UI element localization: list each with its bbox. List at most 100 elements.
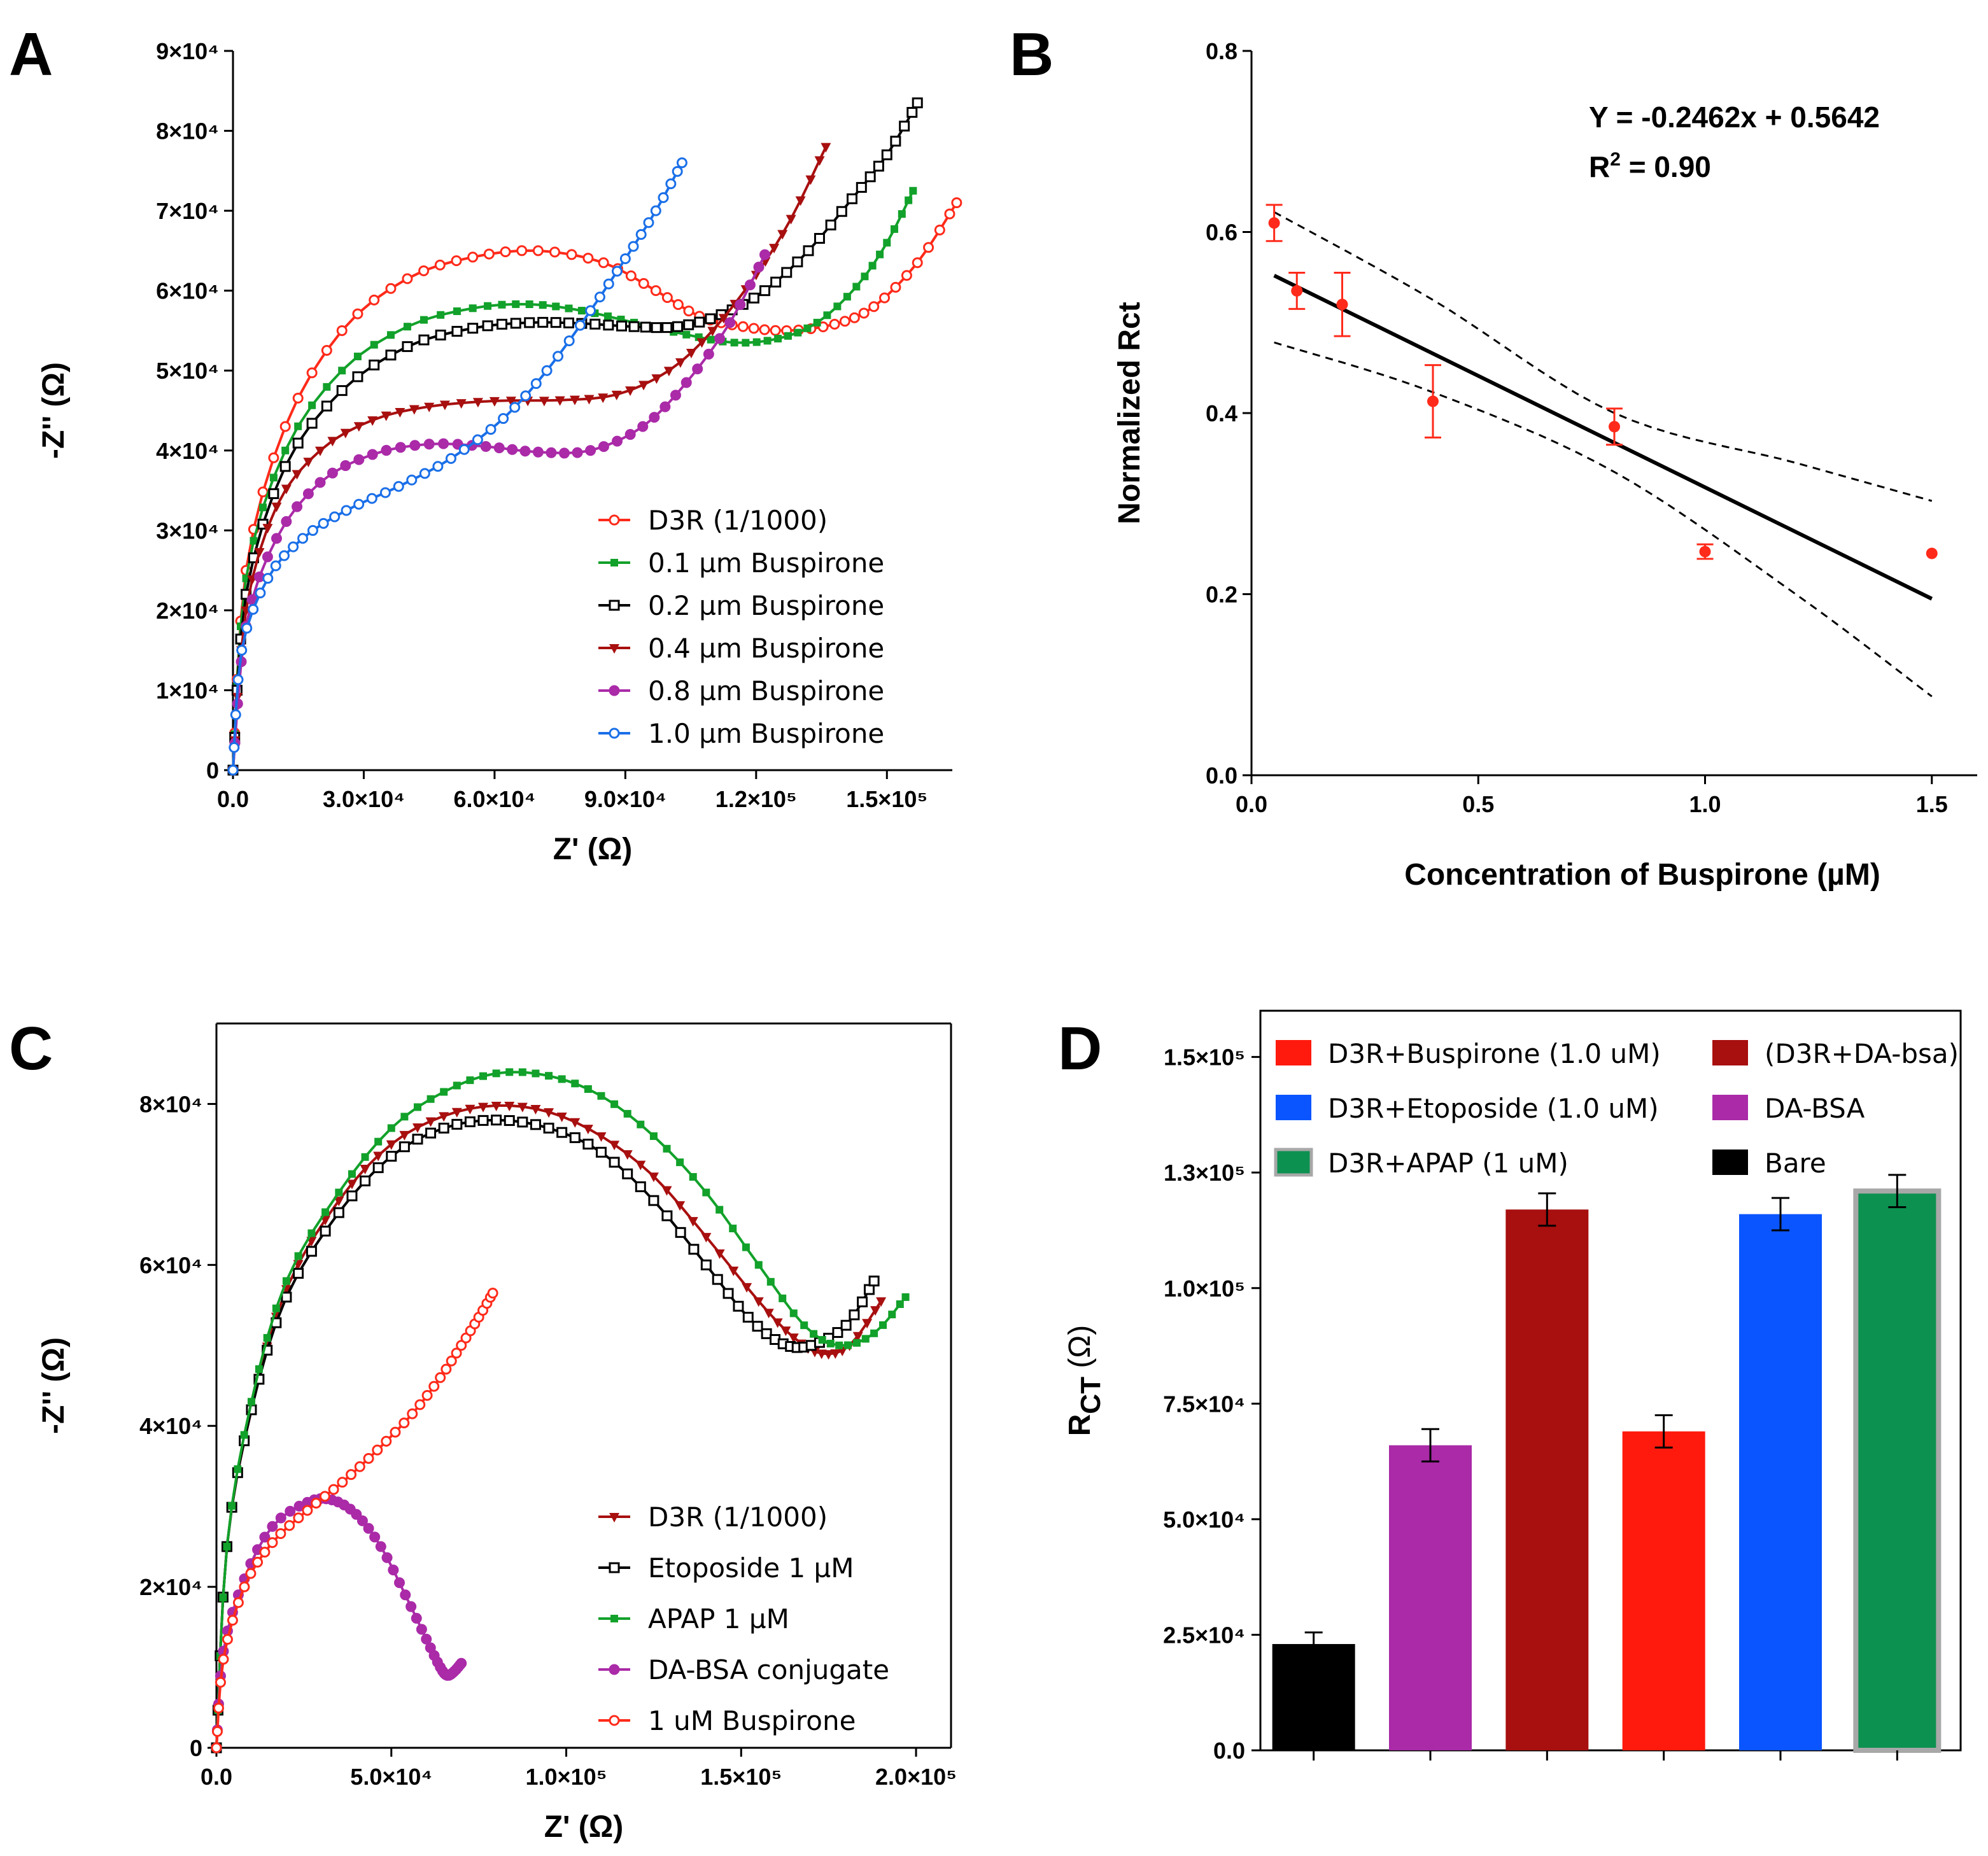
y-tick-label: 0.4 [1206,400,1237,426]
data-point [240,1431,248,1439]
data-point [651,322,662,334]
data-point [923,242,934,253]
data-point [505,397,516,407]
data-point [861,1335,870,1343]
confidence-band-lower [1274,341,1933,698]
data-point [683,306,694,317]
data-point [611,265,623,277]
data-point [456,1340,467,1351]
data-point [852,1332,863,1342]
data-point [230,709,241,721]
data-point [267,1521,278,1532]
data-point [603,312,612,320]
data-point [858,307,870,319]
y-tick-label: 0.6 [1206,220,1237,246]
data-point [381,445,392,456]
legend-marker [609,1513,619,1522]
r-squared-label: R2 = 0.90 [1589,149,1711,183]
data-point [386,1151,397,1162]
data-point [437,311,445,319]
data-point [281,1291,292,1303]
series-line [232,102,919,771]
data-point [770,325,781,336]
data-point [663,1144,671,1153]
data-point [852,1339,861,1347]
data-point [419,468,430,479]
data-point [438,438,449,449]
series-0-2-m-buspirone: 0.2 µm Buspirone [227,97,923,776]
data-point [556,1113,567,1123]
data-point [255,1365,263,1374]
data-point [830,1349,841,1360]
data-point [219,1594,227,1602]
data-point [402,341,413,353]
bar-d3r-apap-1-um [1853,1188,1942,1754]
data-point [517,1116,528,1128]
data-point [905,196,913,204]
data-point [469,304,477,313]
data-point [275,1512,286,1524]
data-point [281,484,292,495]
data-point [737,321,749,332]
data-point [369,359,380,370]
y-tick-label: 1×10⁴ [156,677,219,703]
data-point [381,411,391,421]
data-point [268,452,279,463]
data-point [307,1229,316,1237]
data-point [553,351,564,362]
data-point [487,1288,498,1299]
data-point [403,323,411,331]
data-point [328,1484,339,1495]
data-point [814,233,825,244]
data-point [456,1657,467,1669]
data-point [625,270,637,281]
data-point [733,1300,744,1312]
data-point [338,367,346,375]
data-point [505,1068,514,1076]
data-point [320,1225,331,1237]
data-point [530,1104,541,1114]
data-point [598,257,609,269]
data-point [829,318,840,330]
data-point [752,1321,763,1332]
legend-label: (D3R+DA-bsa) [1765,1038,1959,1069]
data-point [525,300,533,309]
data-point [729,1225,737,1233]
data-point [603,320,614,331]
data-point [215,1677,226,1688]
data-point [492,1069,500,1078]
data-point [228,1501,236,1510]
data-point [381,1552,393,1563]
data-point [232,1597,244,1608]
data-point [478,1102,489,1113]
data-point [388,1564,399,1576]
data-point [818,1336,826,1344]
data-point [479,1072,488,1080]
data-point [748,323,759,334]
data-point [742,339,750,347]
data-point [839,316,850,327]
data-point [281,516,292,527]
data-point [278,550,290,561]
data-point [742,1312,754,1323]
data-point [856,181,867,193]
data-point [498,300,506,309]
data-point [458,444,470,455]
legend-marker [610,1615,618,1622]
data-point [752,338,761,346]
data-point [451,1118,463,1130]
data-point [272,1304,280,1312]
data-point [598,441,609,453]
data-point [451,1347,462,1359]
data-point [649,1132,658,1141]
panel-a-nyquist-plot: 0 1×10⁴ 2×10⁴ 3×10⁴ 4×10⁴ 5×10⁴ 6×10⁴ 7×10⁴ 8×10… [37,38,962,866]
data-point [846,193,857,204]
data-point [873,160,884,172]
data-point [354,1461,365,1472]
data-point [421,1633,432,1645]
data-point [570,395,581,405]
data-point [703,348,714,360]
legend-swatch [1274,1148,1313,1177]
y-tick-label: 6×10⁴ [156,278,219,304]
